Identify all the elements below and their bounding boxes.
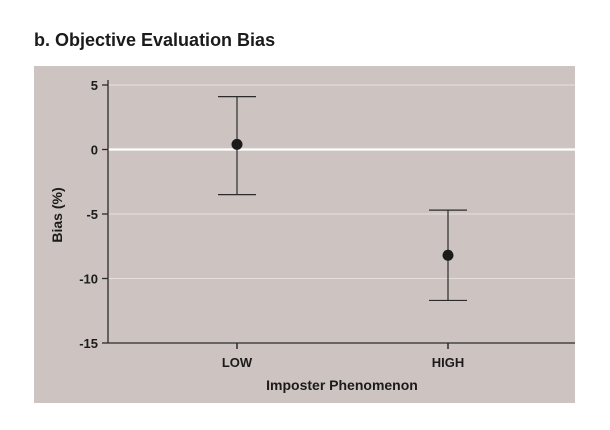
- x-axis-label: Imposter Phenomenon: [266, 377, 418, 393]
- error-bar-group: [429, 209, 467, 302]
- axes: [107, 80, 575, 344]
- gridlines: [108, 84, 575, 279]
- y-tick-label: -5: [86, 207, 98, 222]
- y-axis-label: Bias (%): [49, 187, 65, 242]
- x-tick-label: HIGH: [432, 355, 465, 370]
- y-ticks: 5 0 -5 -10 -15: [79, 78, 108, 351]
- plot-background: [34, 66, 575, 403]
- x-tick-label: LOW: [222, 355, 253, 370]
- y-tick-label: 5: [91, 78, 98, 93]
- y-tick-label: -15: [79, 336, 98, 351]
- data-point: [231, 138, 243, 150]
- error-bar-group: [218, 96, 256, 196]
- data-point: [442, 249, 454, 261]
- series-points: [218, 96, 467, 302]
- y-tick-label: 0: [91, 143, 98, 158]
- y-tick-label: -10: [79, 272, 98, 287]
- x-ticks: LOW HIGH: [222, 343, 464, 370]
- chart-title: b. Objective Evaluation Bias: [34, 30, 276, 50]
